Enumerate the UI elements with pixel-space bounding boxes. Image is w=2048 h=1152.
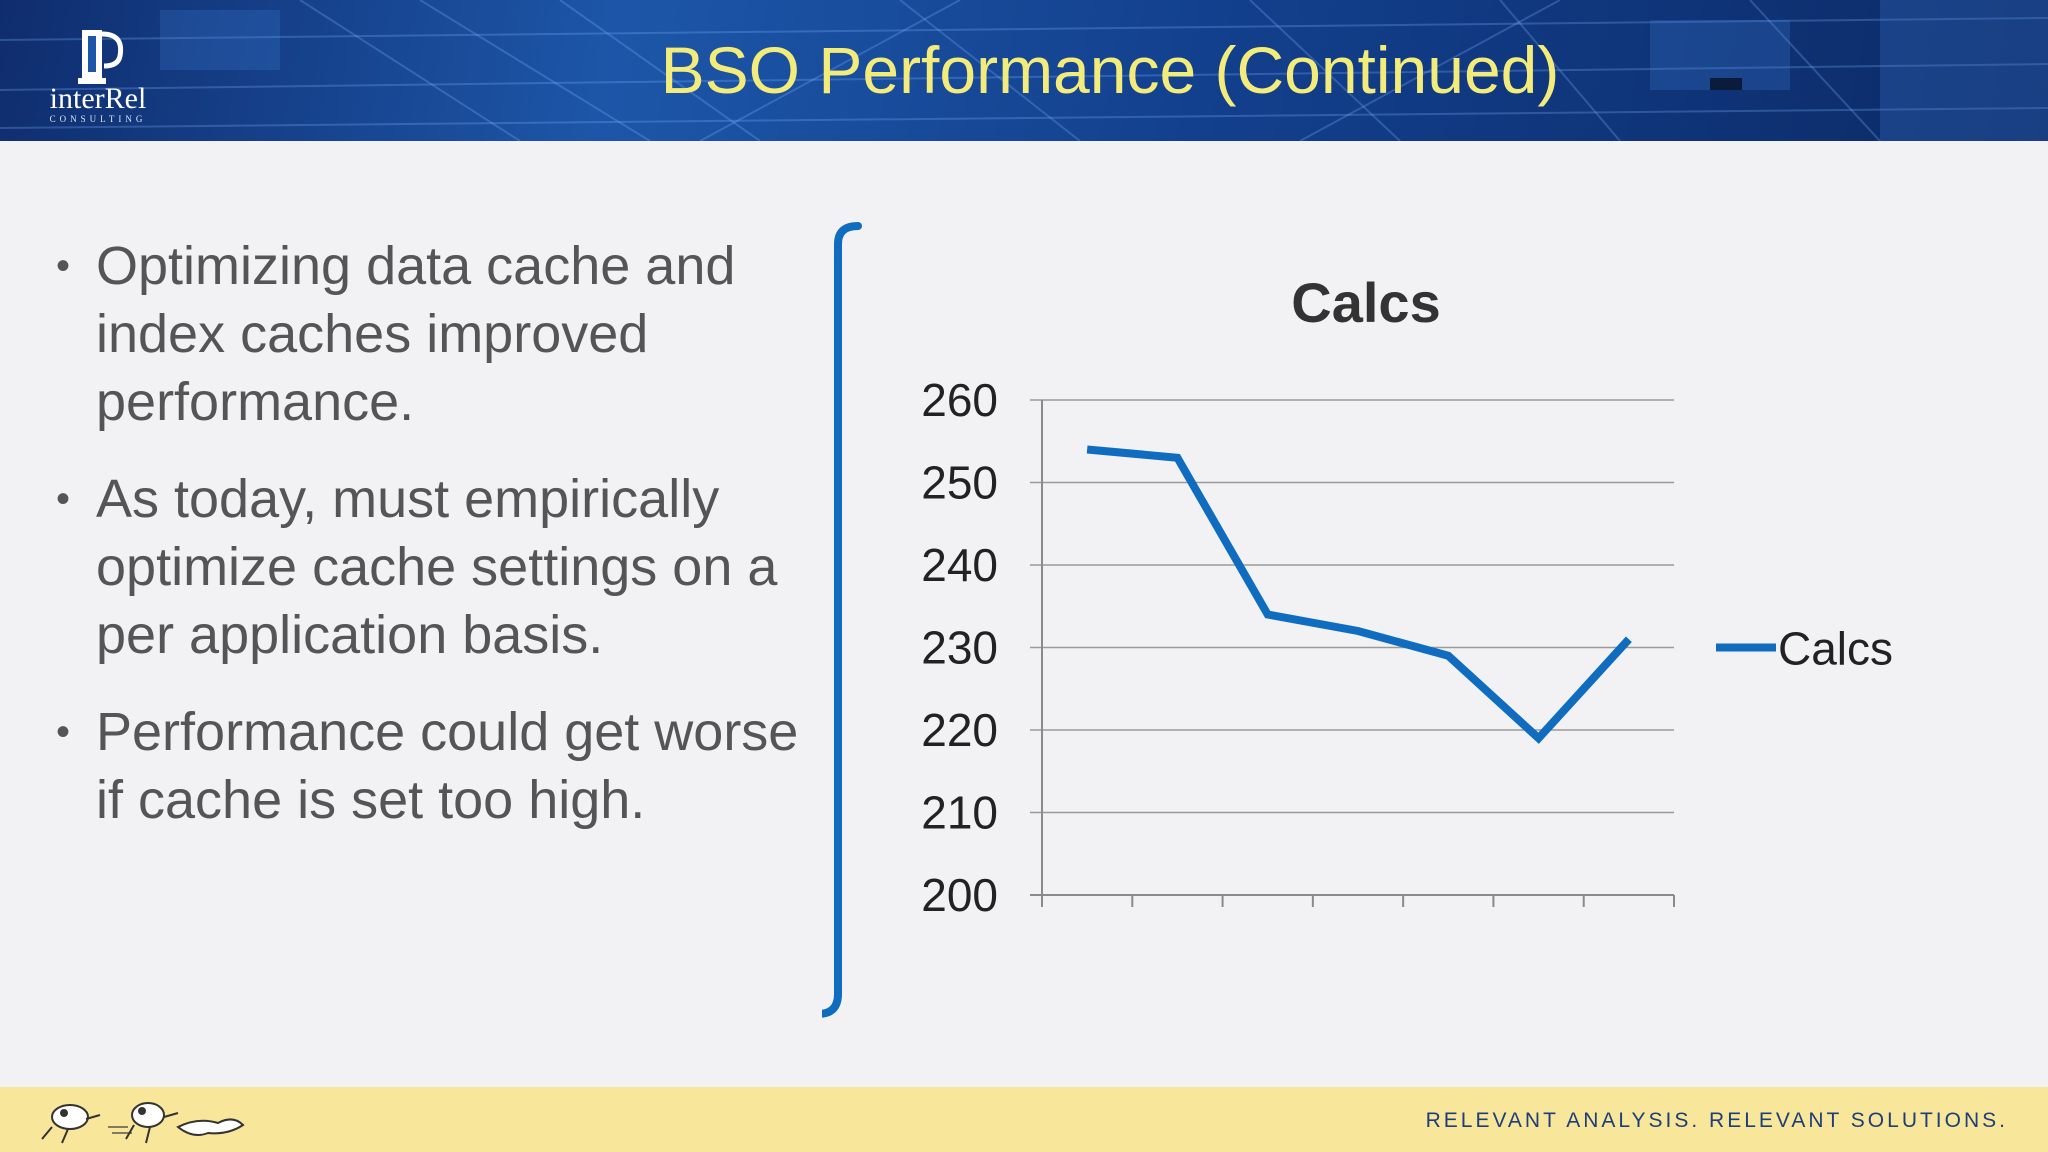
y-tick-label: 260 bbox=[921, 374, 998, 426]
y-tick-label: 250 bbox=[921, 457, 998, 509]
chart-title: Calcs bbox=[1291, 271, 1440, 334]
bullet-text: As today, must empirically optimize cach… bbox=[96, 469, 778, 665]
y-tick-label: 200 bbox=[921, 869, 998, 921]
bullet-text: Optimizing data cache and index caches i… bbox=[96, 236, 736, 432]
legend-label: Calcs bbox=[1778, 623, 1893, 675]
line-chart: Calcs 200 210 220 230 240 250 260 Calcs bbox=[921, 271, 1893, 921]
y-tick-label: 210 bbox=[921, 787, 998, 839]
header-grid-pattern bbox=[0, 0, 2048, 141]
y-tick-label: 240 bbox=[921, 539, 998, 591]
bullet-item: • As today, must empirically optimize ca… bbox=[52, 465, 812, 669]
footer-tagline: RELEVANT ANALYSIS. RELEVANT SOLUTIONS. bbox=[1425, 1109, 2008, 1132]
logo-text: interRel bbox=[49, 82, 147, 115]
slide-title: BSO Performance (Continued) bbox=[660, 33, 1560, 107]
logo-subtext: CONSULTING bbox=[49, 114, 147, 124]
interrel-logo-icon bbox=[78, 30, 124, 84]
bullet-item: • Optimizing data cache and index caches… bbox=[52, 232, 812, 436]
bullet-dot-icon: • bbox=[56, 477, 71, 521]
bullet-item: • Performance could get worse if cache i… bbox=[52, 698, 812, 834]
bullet-dot-icon: • bbox=[56, 244, 71, 288]
header-banner: interRel CONSULTING BSO Performance (Con… bbox=[0, 0, 2048, 141]
bullet-list: • Optimizing data cache and index caches… bbox=[52, 232, 812, 863]
running-cartoon-icon bbox=[41, 1102, 245, 1144]
bullet-dot-icon: • bbox=[56, 710, 71, 754]
y-tick-label: 230 bbox=[921, 622, 998, 674]
header-dark-block bbox=[1710, 78, 1742, 90]
bullet-text: Performance could get worse if cache is … bbox=[96, 702, 799, 830]
series-line bbox=[1086, 445, 1632, 744]
interrel-logo: interRel CONSULTING bbox=[28, 22, 168, 126]
y-tick-label: 220 bbox=[921, 704, 998, 756]
bracket-divider bbox=[822, 222, 862, 1018]
footer-bar: RELEVANT ANALYSIS. RELEVANT SOLUTIONS. bbox=[0, 1087, 2048, 1152]
